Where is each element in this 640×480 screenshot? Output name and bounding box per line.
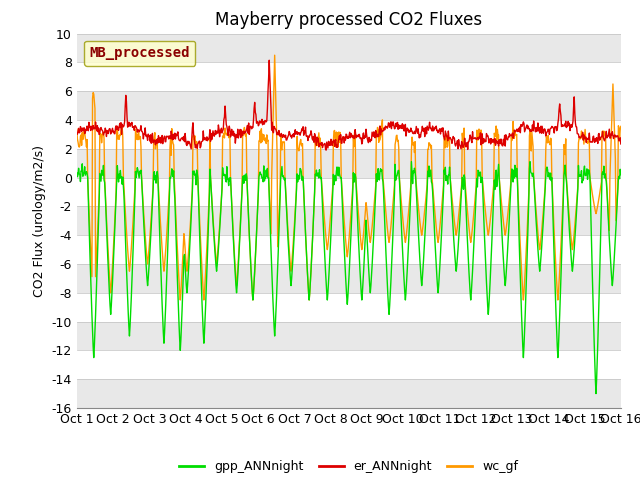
wc_gf	[544, 140, 552, 146]
Bar	[77, 322, 621, 350]
gpp_ANNnight	[73, 170, 81, 176]
er_ANNnight	[73, 130, 81, 136]
Bar	[77, 350, 621, 379]
er_ANNnight	[544, 129, 552, 134]
Legend: gpp_ANNnight, er_ANNnight, wc_gf: gpp_ANNnight, er_ANNnight, wc_gf	[174, 456, 524, 479]
Bar	[77, 34, 621, 62]
Bar	[77, 379, 621, 408]
Bar	[77, 235, 621, 264]
Bar	[77, 178, 621, 206]
er_ANNnight	[306, 132, 314, 138]
Bar	[77, 264, 621, 293]
Line: wc_gf: wc_gf	[77, 55, 621, 300]
er_ANNnight	[484, 132, 492, 138]
er_ANNnight	[617, 141, 625, 147]
er_ANNnight	[132, 124, 140, 130]
gpp_ANNnight	[305, 297, 313, 303]
Bar	[77, 206, 621, 235]
gpp_ANNnight	[617, 172, 625, 178]
wc_gf	[215, 232, 223, 238]
gpp_ANNnight	[483, 292, 491, 298]
er_ANNnight	[214, 122, 222, 128]
Y-axis label: CO2 Flux (urology/m2/s): CO2 Flux (urology/m2/s)	[33, 145, 46, 297]
wc_gf	[484, 228, 492, 234]
gpp_ANNnight	[132, 175, 140, 180]
wc_gf	[461, 182, 469, 188]
Line: gpp_ANNnight: gpp_ANNnight	[77, 162, 621, 394]
Bar	[77, 149, 621, 178]
wc_gf	[132, 132, 140, 138]
Title: Mayberry processed CO2 Fluxes: Mayberry processed CO2 Fluxes	[215, 11, 483, 29]
Bar	[77, 293, 621, 322]
Bar	[77, 62, 621, 91]
wc_gf	[307, 279, 314, 285]
wc_gf	[617, 123, 625, 129]
gpp_ANNnight	[592, 391, 600, 396]
er_ANNnight	[461, 141, 469, 146]
er_ANNnight	[266, 57, 273, 63]
Bar	[77, 91, 621, 120]
gpp_ANNnight	[461, 175, 468, 180]
wc_gf	[271, 52, 278, 58]
gpp_ANNnight	[408, 159, 415, 165]
er_ANNnight	[323, 147, 330, 153]
Line: er_ANNnight: er_ANNnight	[77, 60, 621, 150]
wc_gf	[177, 297, 184, 303]
gpp_ANNnight	[543, 164, 551, 170]
wc_gf	[73, 126, 81, 132]
gpp_ANNnight	[214, 246, 222, 252]
Bar	[77, 120, 621, 149]
